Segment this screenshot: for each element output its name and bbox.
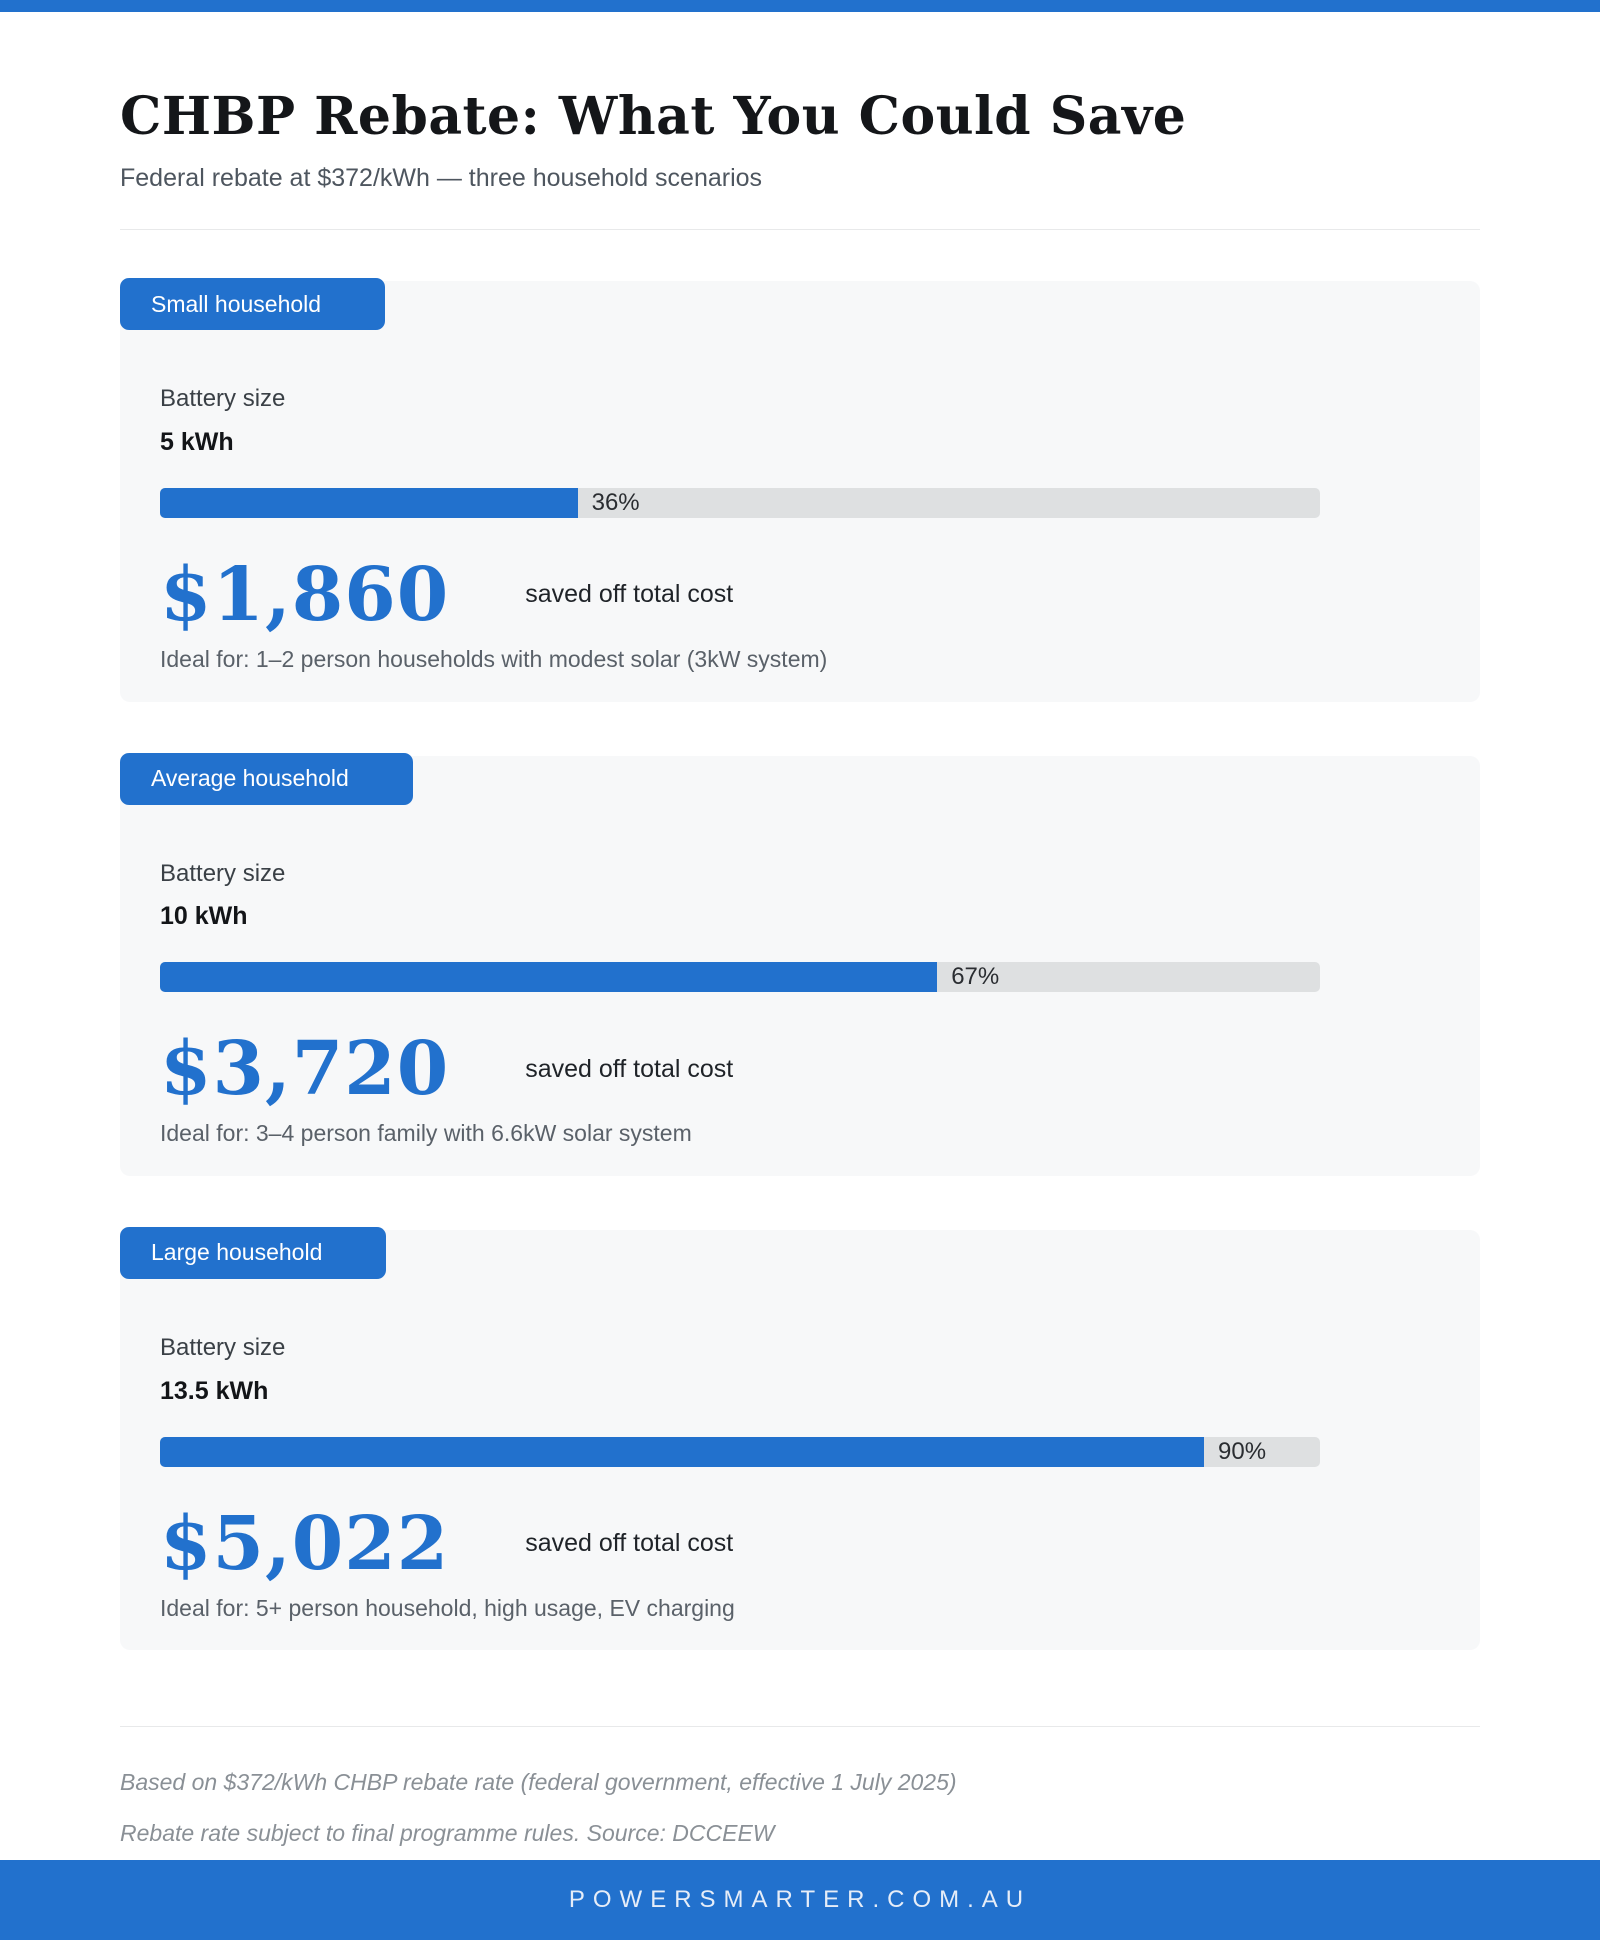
progress-track: 90% bbox=[160, 1436, 1320, 1467]
footer-bar: POWERSMARTER.COM.AU bbox=[0, 1860, 1600, 1940]
page-title: CHBP Rebate: What You Could Save bbox=[120, 86, 1187, 147]
savings-suffix: saved off total cost bbox=[525, 1529, 734, 1558]
progress-fill bbox=[160, 962, 938, 993]
scenario-badge-label: Large household bbox=[151, 1239, 323, 1266]
ideal-for-text: Ideal for: 3–4 person family with 6.6kW … bbox=[160, 1120, 692, 1147]
savings-row: $1,860 saved off total cost bbox=[160, 558, 1440, 632]
top-accent-bar bbox=[0, 0, 1600, 12]
battery-size-value: 13.5 kWh bbox=[160, 1376, 269, 1405]
scenario-card-large: Large household Battery size 13.5 kWh 90… bbox=[120, 1226, 1480, 1651]
savings-amount: $3,720 bbox=[160, 1026, 450, 1113]
footer-divider bbox=[120, 1726, 1480, 1728]
ideal-for-text: Ideal for: 5+ person household, high usa… bbox=[160, 1594, 735, 1621]
page-subtitle: Federal rebate at $372/kWh — three house… bbox=[120, 164, 763, 193]
battery-size-label: Battery size bbox=[160, 1333, 286, 1361]
footnote-rate: Based on $372/kWh CHBP rebate rate (fede… bbox=[120, 1769, 957, 1796]
footnote-source: Rebate rate subject to final programme r… bbox=[120, 1819, 775, 1846]
savings-amount: $1,860 bbox=[160, 551, 450, 638]
progress-fill bbox=[160, 487, 578, 518]
scenario-badge-label: Small household bbox=[151, 290, 322, 317]
scenario-badge-average: Average household bbox=[120, 752, 413, 805]
progress-fill bbox=[160, 1436, 1204, 1467]
progress-track: 67% bbox=[160, 962, 1320, 993]
site-url: POWERSMARTER.COM.AU bbox=[568, 1886, 1032, 1913]
battery-size-label: Battery size bbox=[160, 385, 286, 413]
progress-percent: 90% bbox=[1218, 1437, 1267, 1465]
battery-size-label: Battery size bbox=[160, 859, 286, 887]
scenario-card-average: Average household Battery size 10 kWh 67… bbox=[120, 752, 1480, 1176]
scenario-badge-label: Average household bbox=[151, 765, 349, 792]
savings-suffix: saved off total cost bbox=[525, 1054, 734, 1083]
progress-percent: 67% bbox=[951, 963, 1000, 991]
scenario-card-small: Small household Battery size 5 kWh 36% $… bbox=[120, 278, 1480, 702]
scenario-badge-small: Small household bbox=[120, 278, 386, 331]
battery-size-value: 5 kWh bbox=[160, 427, 234, 456]
ideal-for-text: Ideal for: 1–2 person households with mo… bbox=[160, 645, 828, 672]
progress-track: 36% bbox=[160, 487, 1320, 518]
savings-amount: $5,022 bbox=[160, 1500, 450, 1587]
battery-size-value: 10 kWh bbox=[160, 902, 248, 931]
savings-row: $3,720 saved off total cost bbox=[160, 1032, 1440, 1106]
scenario-badge-large: Large household bbox=[120, 1226, 387, 1279]
savings-row: $5,022 saved off total cost bbox=[160, 1507, 1440, 1581]
progress-percent: 36% bbox=[591, 488, 640, 516]
savings-suffix: saved off total cost bbox=[525, 580, 734, 609]
header-divider bbox=[120, 229, 1480, 231]
